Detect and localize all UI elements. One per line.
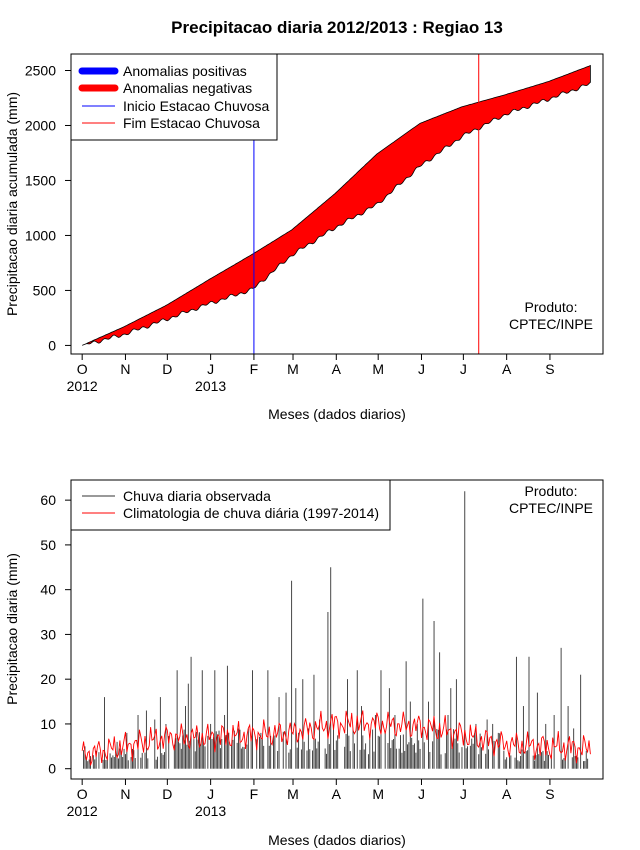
x-tick-label: J	[418, 786, 425, 802]
anomaly-area	[82, 64, 591, 346]
y-axis: 0 10 20 30 40 50 60	[40, 492, 72, 777]
y-tick-label: 0	[48, 337, 56, 353]
legend-label-negative: Anomalias negativas	[123, 80, 252, 96]
x-tick-label: A	[502, 786, 512, 802]
x-tick-label: S	[545, 361, 554, 377]
legend-label-positive: Anomalias positivas	[123, 63, 247, 79]
climatology-line	[81, 710, 591, 766]
x-tick-label: M	[287, 786, 299, 802]
y-tick-label: 1500	[25, 172, 56, 188]
product-label-line2: CPTEC/INPE	[509, 500, 593, 516]
y-tick-label: 60	[40, 492, 56, 508]
legend: Chuva diaria observada Climatologia de c…	[70, 479, 391, 531]
chart-title: Precipitacao diaria 2012/2013 : Regiao 1…	[171, 18, 503, 37]
product-label-line1: Produto:	[525, 299, 578, 315]
x-tick-label: M	[372, 786, 384, 802]
x-year-label: 2012	[67, 378, 98, 394]
x-tick-label: J	[460, 786, 467, 802]
x-year-label: 2012	[67, 803, 98, 819]
x-tick-label: J	[460, 361, 467, 377]
product-label-line1: Produto:	[525, 483, 578, 499]
panel-accumulated: 0 500 1000 1500 2000 2500 O N D J F M A M J J A S 2012 201…	[4, 53, 604, 422]
x-tick-label: S	[545, 786, 554, 802]
x-tick-label: A	[332, 786, 342, 802]
legend-label-climatology: Climatologia de chuva diária (1997-2014)	[123, 505, 379, 521]
legend-box	[70, 479, 391, 531]
y-tick-label: 0	[48, 761, 56, 777]
x-axis-label: Meses (dados diarios)	[268, 406, 406, 422]
product-label: Produto: CPTEC/INPE	[509, 299, 593, 332]
legend-label-start: Inicio Estacao Chuvosa	[123, 98, 270, 114]
y-tick-label: 50	[40, 537, 56, 553]
y-tick-label: 40	[40, 582, 56, 598]
product-label-line2: CPTEC/INPE	[509, 316, 593, 332]
y-tick-label: 30	[40, 626, 56, 642]
panel-daily: 0 10 20 30 40 50 60 O N D J F M A M J J A S 2012 2013 Preci…	[4, 479, 604, 848]
x-tick-label: F	[250, 786, 259, 802]
y-tick-label: 500	[33, 282, 57, 298]
x-tick-label: O	[77, 361, 88, 377]
legend: Anomalias positivas Anomalias negativas …	[70, 53, 278, 141]
x-tick-label: M	[287, 361, 299, 377]
y-axis-label: Precipitacao diaria acumulada (mm)	[4, 92, 20, 316]
y-tick-label: 2500	[25, 62, 56, 78]
x-tick-label: F	[250, 361, 259, 377]
y-tick-label: 10	[40, 716, 56, 732]
observed-rain-bars	[83, 491, 589, 769]
y-tick-label: 20	[40, 671, 56, 687]
x-year-label: 2013	[195, 378, 226, 394]
x-axis-label: Meses (dados diarios)	[268, 832, 406, 848]
product-label: Produto: CPTEC/INPE	[509, 483, 593, 516]
x-tick-label: N	[120, 786, 130, 802]
x-year-label: 2013	[195, 803, 226, 819]
x-tick-label: J	[418, 361, 425, 377]
x-axis: O N D J F M A M J J A S 2012 2013	[67, 778, 555, 819]
x-tick-label: A	[332, 361, 342, 377]
x-tick-label: M	[372, 361, 384, 377]
y-tick-label: 1000	[25, 227, 56, 243]
x-tick-label: D	[162, 361, 172, 377]
x-tick-label: J	[207, 361, 214, 377]
y-axis-label: Precipitacao diaria (mm)	[4, 553, 20, 705]
x-tick-label: A	[502, 361, 512, 377]
x-tick-label: D	[162, 786, 172, 802]
x-axis: O N D J F M A M J J A S 2012 2013	[67, 353, 555, 394]
y-axis: 0 500 1000 1500 2000 2500	[25, 62, 72, 353]
legend-label-observed: Chuva diaria observada	[123, 488, 271, 504]
x-tick-label: O	[77, 786, 88, 802]
y-tick-label: 2000	[25, 117, 56, 133]
x-tick-label: N	[120, 361, 130, 377]
x-tick-label: J	[207, 786, 214, 802]
negative-anomaly-fill	[82, 64, 591, 346]
legend-label-end: Fim Estacao Chuvosa	[123, 115, 260, 131]
